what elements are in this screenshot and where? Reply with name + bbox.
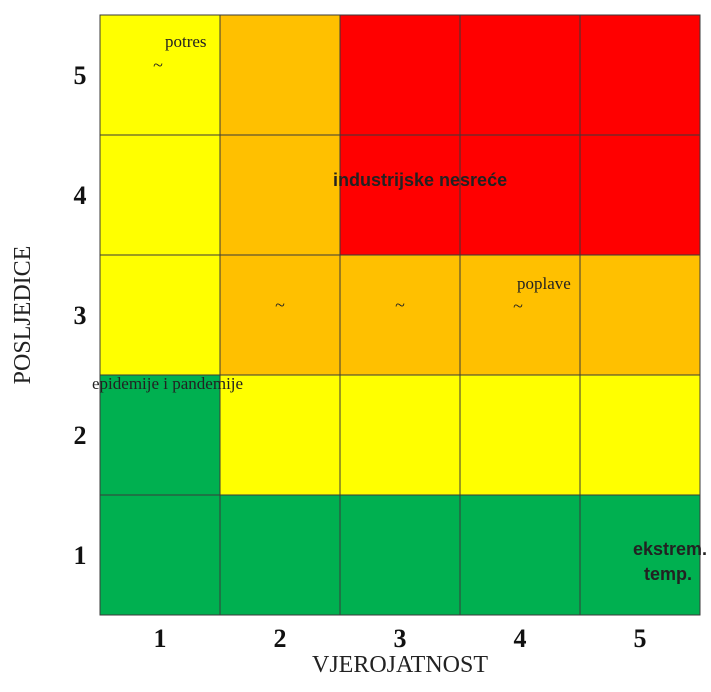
y-tick-label: 1: [74, 541, 87, 570]
risk-annotation-label: industrijske nesreće: [333, 170, 507, 190]
x-axis-title: VJEROJATNOST: [312, 652, 488, 678]
cell-y4-x3: [339, 134, 461, 256]
risk-annotation-label: epidemije i pandemije: [92, 374, 243, 393]
cell-y4-x4: [459, 134, 581, 256]
risk-annotation-label: potres: [165, 32, 207, 51]
x-axis-ticks: 1 2 3 4 5: [154, 624, 647, 653]
x-tick-label: 3: [394, 624, 407, 653]
cell-y2-x1: [99, 374, 221, 496]
cell-y5-x4: [459, 14, 581, 136]
cell-y4-x1: [99, 134, 221, 256]
cell-y1-x3: [339, 494, 461, 616]
risk-marker: ~: [275, 295, 285, 315]
cell-y3-x1: [99, 254, 221, 376]
y-tick-label: 4: [74, 181, 87, 210]
y-tick-label: 2: [74, 421, 87, 450]
risk-annotation-label: ekstrem.: [633, 539, 707, 559]
cell-y2-x3: [339, 374, 461, 496]
y-tick-label: 3: [74, 301, 87, 330]
x-tick-label: 5: [634, 624, 647, 653]
cell-y3-x3: [339, 254, 461, 376]
cell-y4-x2: [219, 134, 341, 256]
y-axis-ticks: 5 4 3 2 1: [74, 61, 87, 570]
x-tick-label: 2: [274, 624, 287, 653]
cell-y2-x4: [459, 374, 581, 496]
cell-y3-x5: [579, 254, 701, 376]
cell-y5-x3: [339, 14, 461, 136]
matrix-markers: ~ ~ ~ ~: [153, 55, 523, 316]
risk-annotation-label: poplave: [517, 274, 571, 293]
cell-y3-x4: [459, 254, 581, 376]
cell-y5-x2: [219, 14, 341, 136]
cell-y2-x2: [219, 374, 341, 496]
cell-y1-x5: [579, 494, 701, 616]
cell-y4-x5: [579, 134, 701, 256]
cell-y1-x1: [99, 494, 221, 616]
cell-y3-x2: [219, 254, 341, 376]
risk-marker: ~: [395, 295, 405, 315]
cell-y1-x2: [219, 494, 341, 616]
y-axis-title: POSLJEDICE: [10, 246, 36, 385]
cell-y2-x5: [579, 374, 701, 496]
y-tick-label: 5: [74, 61, 87, 90]
risk-marker: ~: [513, 296, 523, 316]
matrix-cells: [99, 14, 701, 616]
cell-y5-x5: [579, 14, 701, 136]
risk-marker: ~: [153, 55, 163, 75]
cell-y1-x4: [459, 494, 581, 616]
x-tick-label: 1: [154, 624, 167, 653]
risk-annotation-label: temp.: [644, 564, 692, 584]
x-tick-label: 4: [514, 624, 527, 653]
cell-y5-x1: [99, 14, 221, 136]
matrix-annotations: potres industrijske nesreće poplave epidemi…: [92, 32, 707, 584]
